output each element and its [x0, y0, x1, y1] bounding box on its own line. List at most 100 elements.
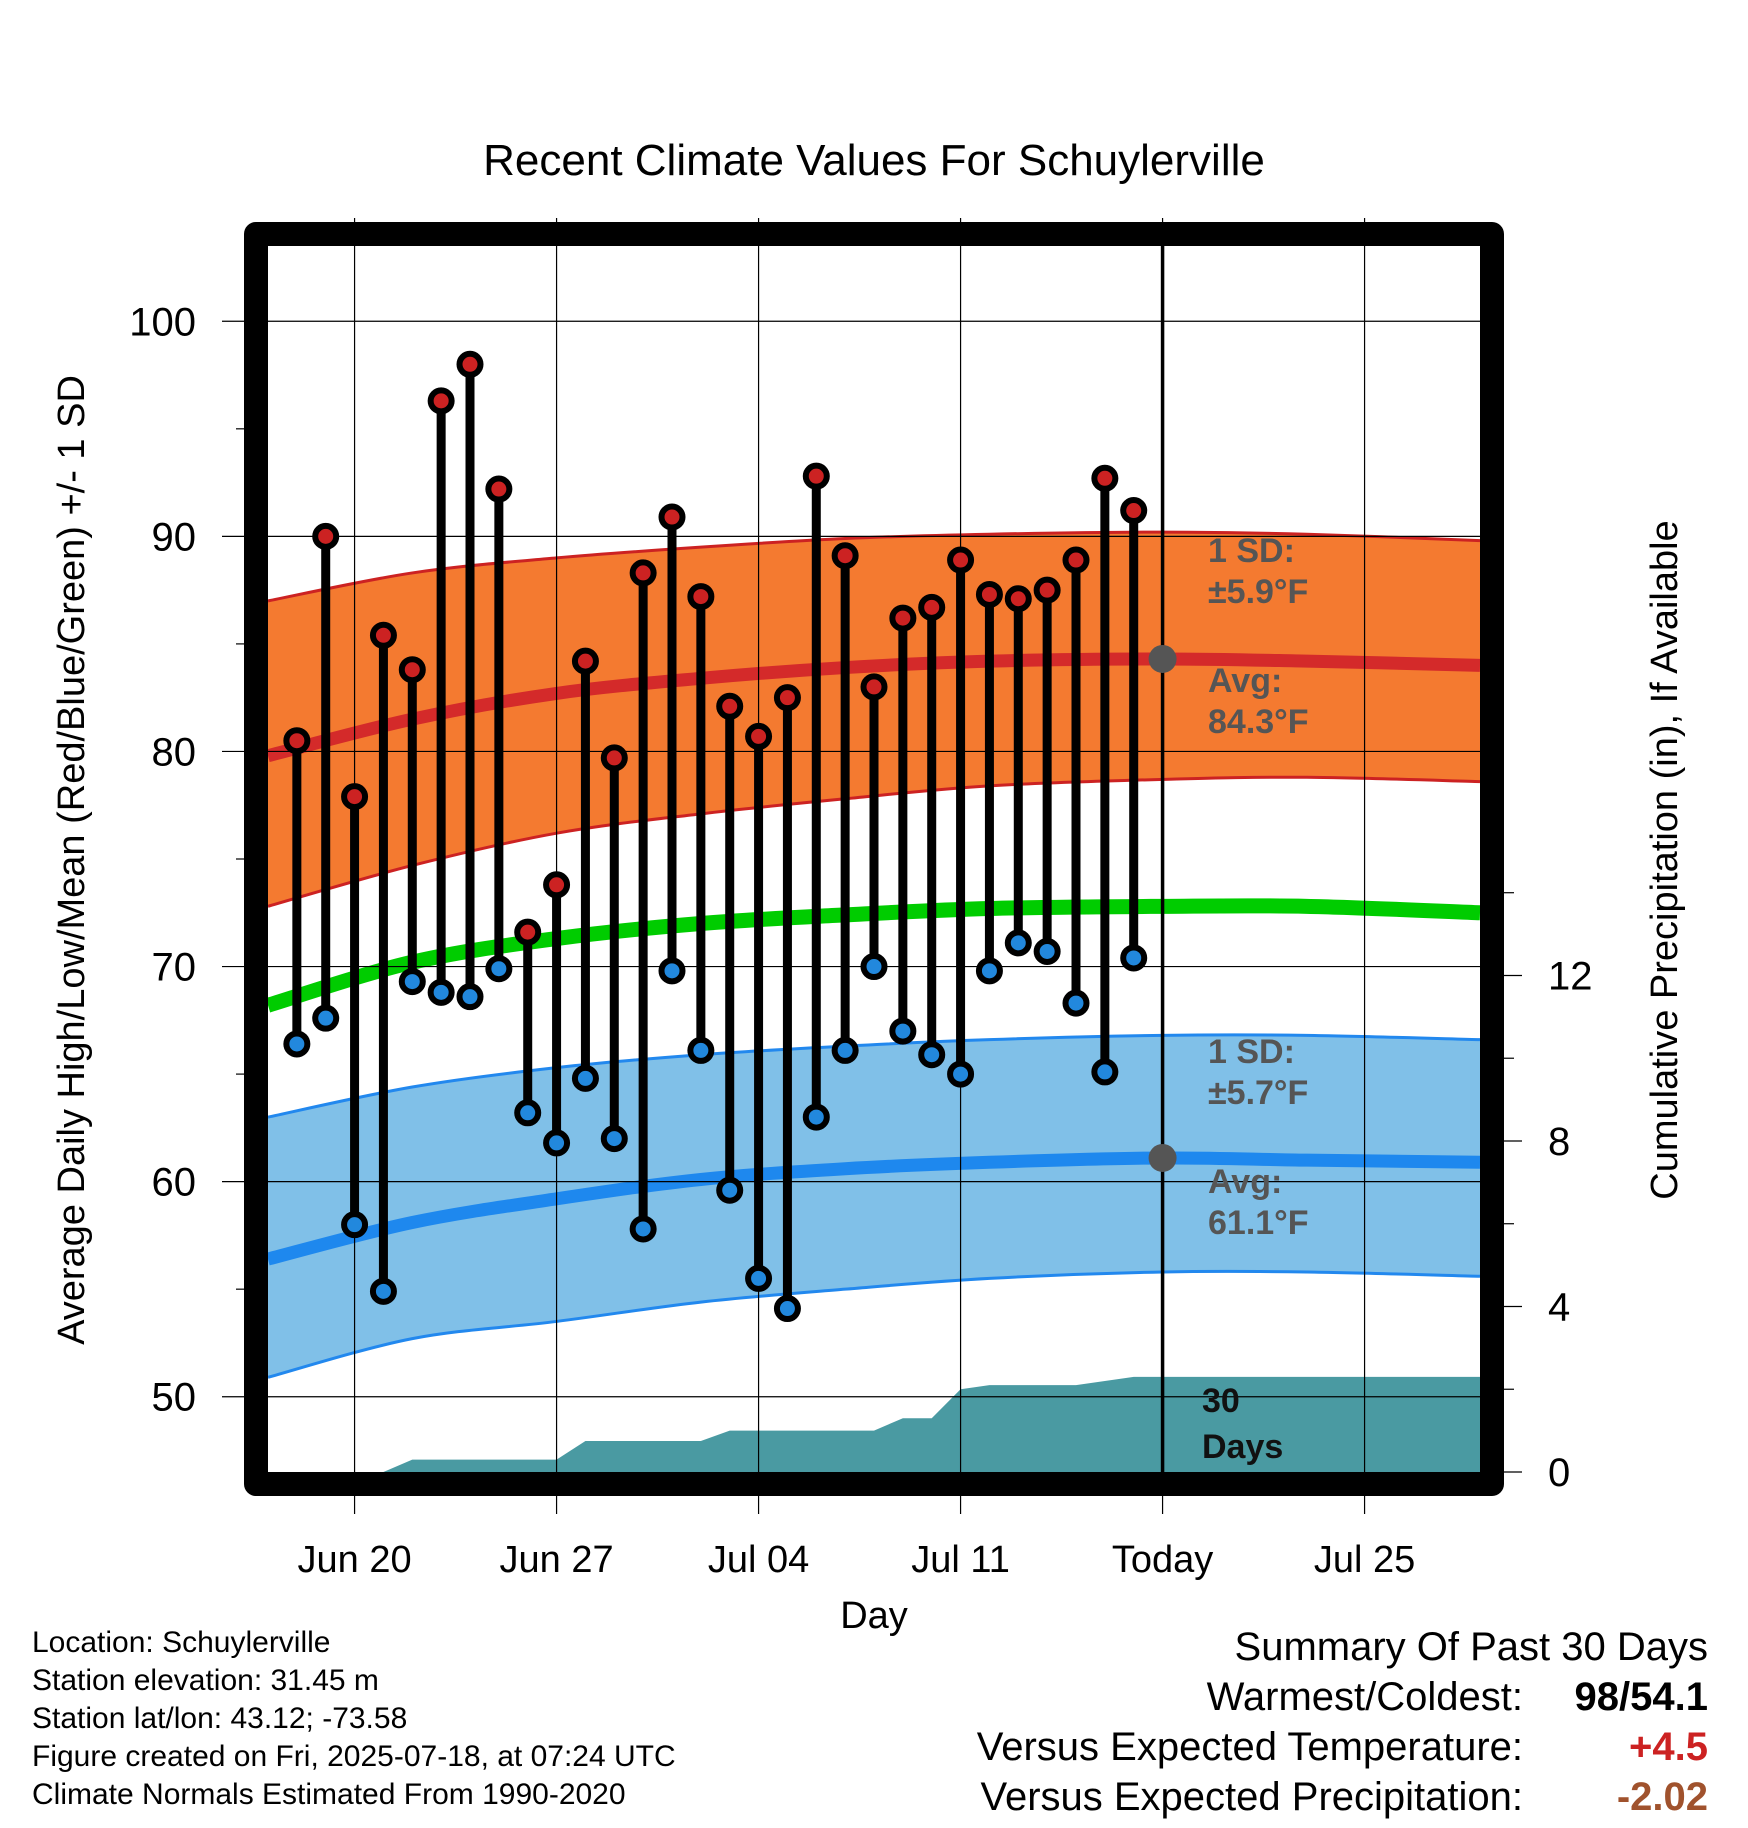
daily-low-point	[1004, 929, 1032, 957]
daily-low-point	[456, 983, 484, 1011]
daily-low-point	[1062, 989, 1090, 1017]
today-high-normal-marker	[1148, 644, 1177, 673]
high-avg-label-1: Avg:	[1208, 662, 1282, 700]
daily-high-point	[802, 462, 830, 490]
high-sd-band-upper-edge	[268, 530, 1480, 603]
x-tick-label: Jun 20	[298, 1539, 412, 1581]
daily-high-point	[975, 580, 1003, 608]
daily-high-point	[312, 522, 340, 550]
daily-high-point	[600, 744, 628, 772]
daily-high-point	[514, 918, 542, 946]
daily-low-point	[860, 953, 888, 981]
low-avg-label-2: 61.1°F	[1208, 1204, 1309, 1242]
high-sd-label-1: 1 SD:	[1208, 532, 1295, 570]
y-tick-label: 60	[152, 1161, 197, 1205]
daily-low-point	[889, 1017, 917, 1045]
daily-low-point	[283, 1030, 311, 1058]
daily-low-point	[1120, 944, 1148, 972]
daily-low-point	[629, 1215, 657, 1243]
daily-high-point	[485, 475, 513, 503]
precipitation-area	[268, 1376, 1480, 1472]
latlon-text: Station lat/lon: 43.12; -73.58	[32, 1702, 408, 1735]
daily-low-point	[716, 1176, 744, 1204]
low-sd-label-1: 1 SD:	[1208, 1033, 1295, 1071]
high-sd-label-2: ±5.9°F	[1208, 573, 1308, 611]
daily-high-point	[889, 604, 917, 632]
daily-high-point	[1120, 497, 1148, 525]
elevation-text: Station elevation: 31.45 m	[32, 1664, 379, 1697]
low-sd-band	[268, 1034, 1480, 1378]
daily-low-point	[514, 1099, 542, 1127]
y2-tick-label: 4	[1548, 1285, 1570, 1329]
daily-low-point	[571, 1064, 599, 1092]
daily-high-point	[716, 692, 744, 720]
daily-low-point	[918, 1041, 946, 1069]
y-tick-label: 70	[152, 946, 197, 990]
y2-tick-label: 0	[1548, 1451, 1570, 1495]
daily-low-point	[1091, 1058, 1119, 1086]
low-avg-label-1: Avg:	[1208, 1163, 1282, 1201]
daily-high-point	[773, 684, 801, 712]
x-tick-label: Jul 11	[911, 1539, 1010, 1581]
location-text: Location: Schuylerville	[32, 1626, 331, 1659]
daily-low-point	[975, 957, 1003, 985]
precip-days-label-1: 30	[1202, 1382, 1240, 1420]
daily-high-point	[283, 727, 311, 755]
annotations: 1 SD: ±5.9°F Avg: 84.3°F 1 SD: ±5.7°F Av…	[1202, 532, 1309, 1466]
y-tick-label: 100	[129, 300, 196, 344]
plot-frame	[244, 222, 1504, 1496]
y2-tick-label: 12	[1548, 954, 1593, 998]
daily-low-point	[947, 1060, 975, 1088]
daily-high-point	[1033, 576, 1061, 604]
chart-title: Recent Climate Values For Schuylerville	[483, 136, 1265, 185]
daily-high-point	[918, 593, 946, 621]
y-tick-label: 90	[152, 515, 197, 559]
y-axis-title: Average Daily High/Low/Mean (Red/Blue/Gr…	[51, 375, 93, 1345]
daily-low-point	[398, 968, 426, 996]
daily-low-point	[543, 1129, 571, 1157]
created-text: Figure created on Fri, 2025-07-18, at 07…	[32, 1740, 676, 1773]
daily-low-point	[831, 1036, 859, 1064]
high-avg-label-2: 84.3°F	[1208, 703, 1309, 741]
low-sd-label-2: ±5.7°F	[1208, 1074, 1308, 1112]
today-low-normal-marker	[1148, 1143, 1177, 1172]
x-tick-label: Jun 27	[500, 1539, 614, 1581]
daily-high-point	[860, 673, 888, 701]
daily-high-point	[1062, 546, 1090, 574]
plot-area: Jun 20 Jun 27 Jul 04 Jul 11 Today Jul 25 50 60 7…	[129, 218, 1593, 1581]
daily-high-point	[658, 503, 686, 531]
daily-high-point	[543, 871, 571, 899]
daily-high-point	[427, 387, 455, 415]
y-tick-label: 80	[152, 730, 197, 774]
y2-tick-label: 8	[1548, 1120, 1570, 1164]
daily-low-point	[312, 1004, 340, 1032]
precip-days-label-2: Days	[1202, 1428, 1283, 1466]
daily-low-point	[600, 1125, 628, 1153]
x-tick-label: Today	[1112, 1539, 1213, 1581]
daily-low-point	[658, 957, 686, 985]
daily-low-point	[427, 978, 455, 1006]
daily-high-point	[369, 621, 397, 649]
daily-low-point	[1033, 937, 1061, 965]
daily-high-point	[687, 583, 715, 611]
daily-high-point	[1091, 464, 1119, 492]
daily-high-point	[398, 656, 426, 684]
daily-high-point	[745, 722, 773, 750]
daily-low-point	[773, 1295, 801, 1323]
daily-low-point	[485, 955, 513, 983]
x-tick-label: Jul 25	[1314, 1539, 1415, 1581]
daily-high-point	[629, 559, 657, 587]
normals-text: Climate Normals Estimated From 1990-2020	[32, 1778, 626, 1811]
daily-high-point	[341, 783, 369, 811]
daily-high-point	[571, 647, 599, 675]
y2-axis-title: Cumulative Precipitation (in), If Availa…	[1644, 520, 1686, 1199]
daily-high-point	[456, 350, 484, 378]
daily-low-point	[369, 1277, 397, 1305]
daily-high-point	[831, 542, 859, 570]
daily-low-point	[802, 1103, 830, 1131]
daily-high-point	[947, 546, 975, 574]
x-tick-label: Jul 04	[708, 1539, 809, 1581]
low-average-line	[268, 1151, 1480, 1266]
daily-low-point	[687, 1036, 715, 1064]
